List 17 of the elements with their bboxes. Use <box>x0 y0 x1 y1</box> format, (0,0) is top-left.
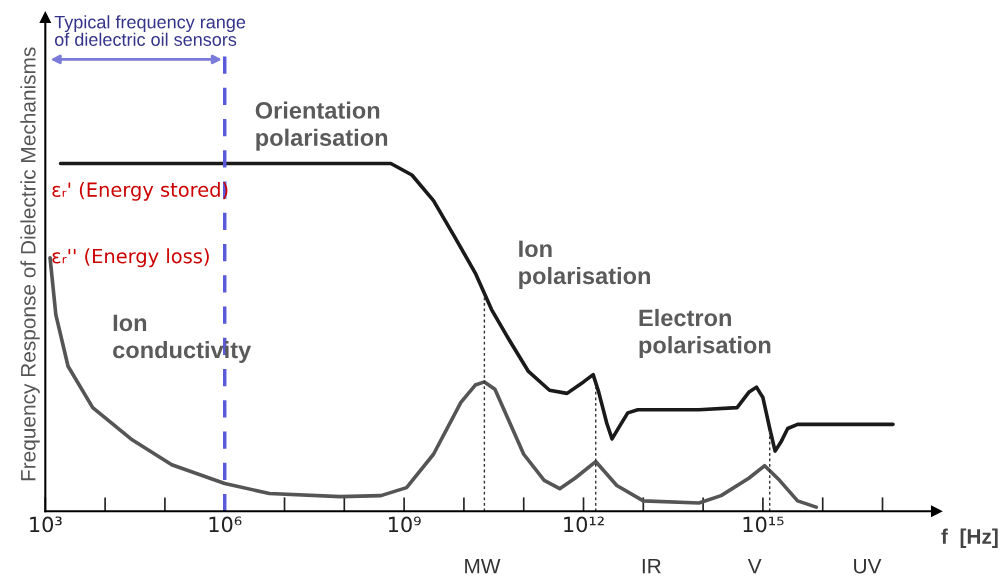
text: MW <box>465 558 501 574</box>
text: IR <box>642 558 661 574</box>
series-label: εᵣ'' (Energy loss) <box>52 248 209 268</box>
text: Typical frequency range of dielectric oil sensors <box>54 15 246 46</box>
text: UV <box>854 558 882 574</box>
x-tick-label: 10¹² <box>564 516 604 533</box>
y-axis-title: Frequency Response of Dielectric Mechanisms <box>20 47 40 481</box>
annotation: Ion polarisation <box>519 240 650 289</box>
annotation: Electron polarisation <box>639 308 771 359</box>
x-tick-label: 10⁶ <box>209 516 242 533</box>
annotation: Ion conductivity <box>113 314 252 364</box>
text: V <box>747 558 762 574</box>
x-axis-title: f [Hz] <box>941 528 998 548</box>
x-tick-label: 10⁹ <box>388 516 421 533</box>
text: Orientation polarisation <box>255 101 388 151</box>
x-tick-label: 10¹⁵ <box>743 516 784 533</box>
x-tick-label: 10³ <box>30 516 62 533</box>
